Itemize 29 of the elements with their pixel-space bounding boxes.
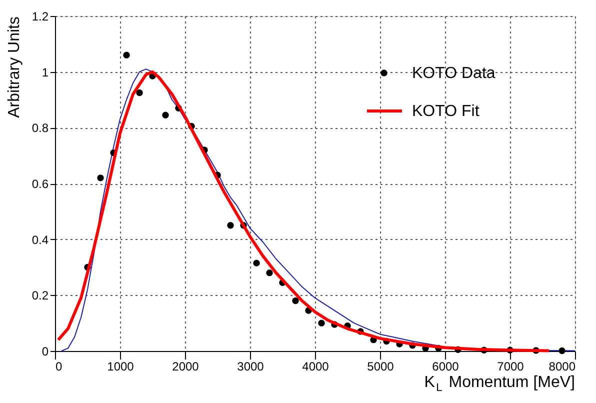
point (292, 297, 299, 304)
x-tick-label: 0 (56, 360, 62, 374)
legend-label: KOTO Fit (412, 102, 480, 120)
x-tick-label: 3000 (237, 360, 264, 374)
y-tick-label: 0.2 (32, 288, 49, 303)
y-axis-title: Arbitrary Units (6, 16, 23, 118)
point (253, 260, 260, 266)
point (136, 89, 143, 96)
x-tick-label: 2000 (172, 360, 200, 374)
x-tick-label: 8000 (548, 360, 576, 374)
point (266, 269, 273, 276)
x-tick-label: 1000 (107, 360, 134, 374)
y-tick-label: 0.6 (32, 177, 49, 191)
x-tick-label: 4000 (302, 360, 330, 374)
y-tick-label: 0.8 (32, 121, 49, 136)
x-tick-label: 5000 (367, 360, 394, 374)
x-tick-label: 7000 (497, 360, 524, 374)
y-tick-label: 0.4 (32, 232, 49, 247)
y-tick-label: 0 (42, 344, 49, 358)
point (318, 320, 325, 326)
point (227, 222, 234, 229)
point (123, 52, 130, 58)
legend-label: KOTO Data (412, 64, 496, 82)
x-tick-label: 6000 (432, 360, 460, 374)
point (162, 112, 169, 118)
y-tick-label: 1.2 (32, 10, 49, 24)
point (558, 347, 566, 354)
point (97, 174, 104, 182)
y-tick-label: 1 (42, 65, 49, 80)
